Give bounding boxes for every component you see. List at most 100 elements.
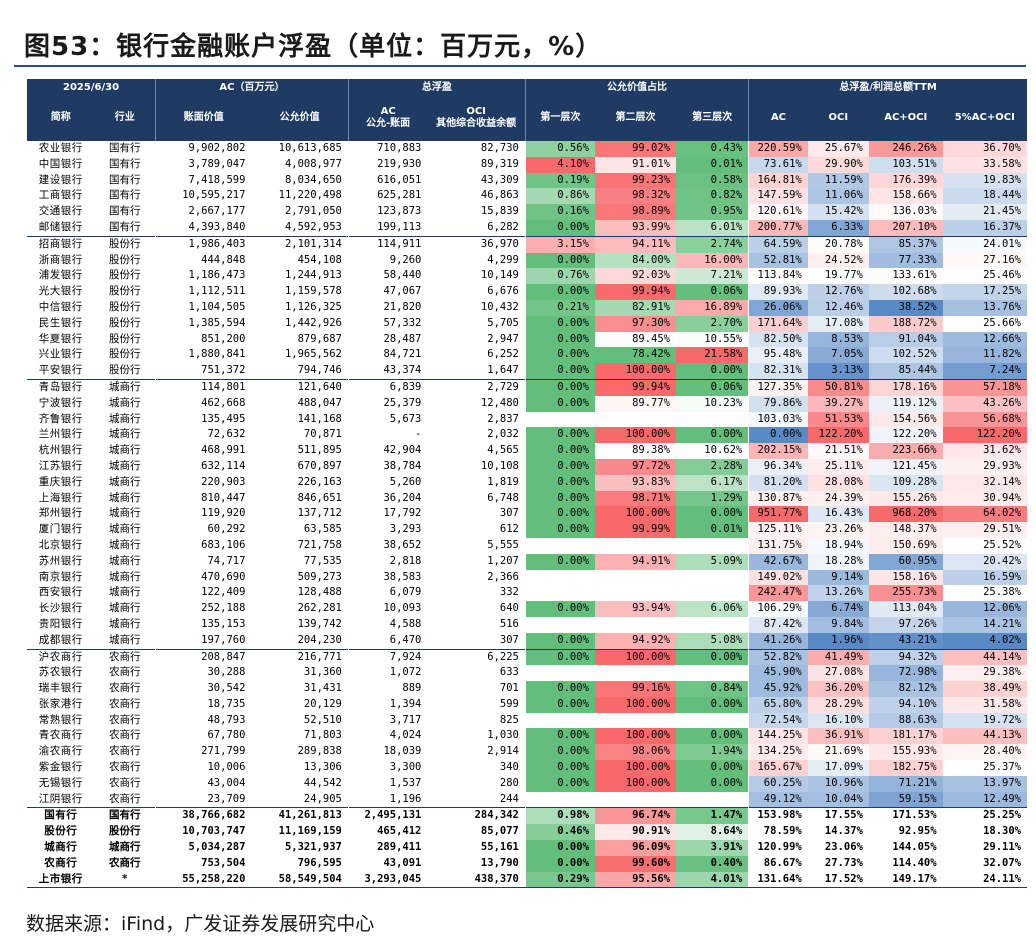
col-ttm-oci-cell: 27.08%: [807, 665, 869, 682]
col-level2-cell: 99.16%: [594, 681, 677, 697]
col-ttm-oci-cell: 12.76%: [807, 284, 869, 300]
col-ttm-ac-oci-cell: 178.16%: [868, 378, 943, 396]
col-ac-gap-cell: 6,079: [347, 585, 428, 602]
col-fair-value-cell: 139,742: [297, 617, 342, 630]
col-ttm-oci-cell: 24.52%: [807, 252, 869, 269]
col-ttm-ac-cell: 200.77%: [748, 219, 808, 237]
col-fair-value-cell: 511,895: [297, 444, 342, 457]
col-ttm-ac-cell: 49.12%: [748, 791, 808, 808]
col-ttm-oci-cell: 21.69%: [807, 744, 869, 761]
col-ttm-5pct-cell: 29.11%: [983, 841, 1021, 854]
header-col-fair-value: 公允价值: [251, 96, 349, 141]
col-ac-gap-cell: 219,930: [347, 156, 428, 173]
col-book-value-cell: 470,690: [155, 569, 252, 586]
col-name-cell: 中信银行: [38, 300, 83, 313]
col-book-value-cell: 9,902,802: [155, 139, 252, 157]
col-level2-cell: [595, 570, 676, 586]
col-ttm-oci-cell: 16.10%: [807, 712, 869, 729]
col-book-value-cell: 1,385,594: [155, 315, 252, 332]
col-name-cell: 长沙银行: [38, 602, 83, 615]
col-ttm-ac-oci-cell: 155.26%: [868, 490, 943, 507]
col-level3-cell: 0.00%: [676, 728, 749, 745]
header-col-ttm-5pct: 5%AC+OCI: [942, 96, 1027, 141]
col-ttm-5pct-cell: 36.70%: [942, 139, 1027, 157]
col-oci-cell: 2,914: [487, 745, 519, 758]
col-name-cell: 沪农商行: [27, 648, 95, 666]
col-book-value-cell: 810,447: [155, 490, 252, 507]
col-ttm-ac-oci-cell: 91.04%: [868, 331, 943, 348]
source-note: 数据来源：iFind，广发证券发展研究中心: [26, 913, 375, 935]
col-fair-value-cell: 2,101,314: [251, 235, 349, 253]
table-row: 农业银行 国有行 9,902,802 10,613,685 710,883 82,730 0…: [27, 139, 1027, 157]
col-fair-value-cell: 216,771: [251, 648, 349, 666]
table-row: 招商银行 股份行 1,986,403 2,101,314 114,911 36,970 3.…: [27, 235, 1027, 253]
col-level1-cell: 0.00%: [524, 855, 595, 872]
col-fair-value-cell: 13,306: [303, 761, 342, 774]
col-level2-cell: 97.72%: [594, 458, 677, 475]
col-industry-cell: 农商行: [108, 856, 141, 869]
header-col-ttm-ac-oci: AC+OCI: [868, 96, 943, 141]
col-level3-cell: 3.91%: [676, 840, 749, 856]
col-fair-value-cell: 488,047: [297, 396, 342, 409]
col-level1-cell: 0.00%: [524, 632, 595, 649]
col-ttm-ac-oci-cell: 102.52%: [868, 347, 943, 364]
col-level3-cell: 0.01%: [676, 522, 749, 538]
col-ttm-ac-cell: 65.80%: [748, 696, 808, 713]
col-fair-value-cell: 128,488: [297, 586, 342, 599]
col-ac-gap-cell: 4,024: [347, 728, 428, 745]
col-level3-cell: 16.00%: [676, 252, 749, 269]
col-ttm-ac-cell: 89.93%: [748, 284, 808, 300]
col-book-value-cell: 468,991: [155, 443, 252, 459]
col-name-cell: 兴业银行: [38, 348, 83, 361]
col-ac-gap-cell: 17,792: [347, 506, 428, 523]
col-fair-value-cell: 8,034,650: [284, 173, 342, 186]
col-ttm-oci-cell: 11.06%: [807, 188, 869, 205]
col-industry-cell: 农商行: [108, 697, 141, 710]
col-level3-cell: 0.40%: [676, 855, 749, 872]
col-level3-cell: 2.28%: [676, 458, 749, 475]
col-ac-gap-cell: 3,300: [347, 760, 428, 776]
col-ac-gap-cell: 58,440: [347, 268, 428, 285]
col-level3-cell: [676, 713, 749, 729]
col-ttm-oci-cell: 36.20%: [807, 681, 869, 697]
col-ttm-ac-cell: 171.64%: [748, 315, 808, 332]
col-oci-cell: 612: [499, 523, 519, 536]
table-row: 民生银行 股份行 1,385,594 1,442,926 57,332 5,705 0.00…: [27, 315, 1027, 332]
col-ttm-ac-cell: 106.29%: [748, 601, 808, 617]
col-name-cell: 交通银行: [38, 205, 83, 218]
col-ttm-ac-cell: 41.26%: [748, 632, 808, 649]
col-ttm-ac-oci-cell: 114.40%: [892, 856, 937, 869]
col-industry-cell: 国有行: [108, 205, 141, 218]
col-level3-cell: 0.06%: [676, 378, 749, 396]
col-level3-cell: 0.01%: [676, 156, 749, 173]
col-level3-cell: 2.74%: [676, 235, 749, 253]
col-level2-cell: 100.00%: [594, 506, 677, 523]
col-ttm-5pct-cell: 27.16%: [942, 252, 1027, 269]
col-level3-cell: 0.00%: [676, 760, 749, 776]
col-ttm-oci-cell: 25.67%: [807, 139, 869, 157]
col-fair-value-cell: 4,008,977: [284, 157, 342, 170]
col-level3-cell: 0.06%: [676, 284, 749, 300]
col-ttm-oci-cell: 3.13%: [807, 363, 869, 380]
col-name-cell: 兰州银行: [38, 428, 83, 441]
table-row: 邮储银行 国有行 4,393,840 4,592,953 199,113 6,282 0.0…: [27, 219, 1027, 237]
col-book-value-cell: 10,703,747: [155, 824, 252, 841]
col-industry-cell: 股份行: [108, 316, 141, 329]
col-oci-cell: 307: [499, 507, 519, 520]
col-ttm-ac-oci-cell: 113.04%: [868, 601, 943, 617]
col-level1-cell: 0.29%: [524, 871, 595, 889]
col-ttm-ac-cell: 52.82%: [748, 648, 808, 666]
col-ttm-ac-oci-cell: 148.37%: [868, 522, 943, 538]
table-row: 北京银行 城商行 683,106 721,758 38,652 5,555 131.75% 1…: [27, 537, 1027, 554]
col-ttm-5pct-cell: 24.11%: [942, 871, 1027, 889]
col-ttm-oci-cell: 14.37%: [824, 825, 863, 838]
col-name-cell: 江苏银行: [38, 459, 83, 472]
col-fair-value-cell: 226,163: [297, 475, 342, 488]
col-industry-cell: 农商行: [108, 745, 141, 758]
col-ttm-ac-oci-cell: 43.21%: [868, 632, 943, 649]
col-oci-cell: 307: [499, 633, 519, 646]
col-industry-cell: 农商行: [108, 666, 141, 679]
col-name-cell: 重庆银行: [38, 475, 83, 488]
col-ttm-ac-oci-cell: 38.52%: [868, 299, 943, 316]
col-ttm-ac-oci-cell: 85.44%: [868, 363, 943, 380]
